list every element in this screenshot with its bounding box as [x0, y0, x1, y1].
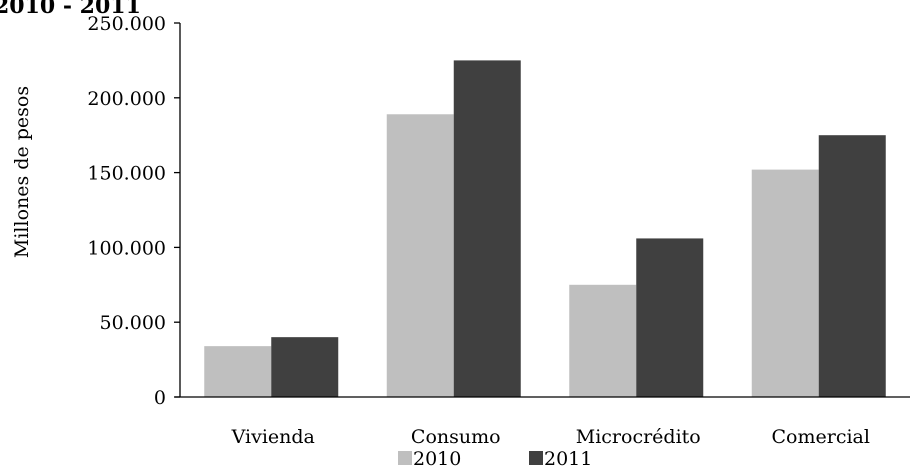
x-category-label: Consumo — [411, 426, 501, 448]
y-tick-label: 250.000 — [87, 13, 166, 35]
bar-vivienda-2010 — [204, 346, 272, 397]
y-tick-label: 150.000 — [87, 163, 166, 185]
y-tick-label: 50.000 — [100, 312, 166, 334]
y-axis-label: Millones de pesos — [11, 86, 33, 258]
bar-vivienda-2011 — [271, 337, 339, 397]
x-category-label: Microcrédito — [576, 426, 701, 448]
bar-consumo-2010 — [386, 114, 454, 398]
x-category-label: Vivienda — [231, 426, 315, 448]
x-axis-categories: Vivienda Consumo Microcrédito Comercial — [231, 426, 870, 448]
y-axis-ticks: 0 50.000 100.000 150.000 200.000 250.000 — [87, 13, 180, 409]
y-tick-label: 0 — [154, 387, 166, 409]
legend-label-2011: 2011 — [544, 448, 592, 466]
legend-label-2010: 2010 — [413, 448, 461, 466]
bar-microcredito-2010 — [569, 284, 637, 397]
bars — [204, 60, 886, 398]
y-tick-label: 200.000 — [87, 88, 166, 110]
bar-comercial-2011 — [818, 135, 886, 397]
bar-consumo-2011 — [453, 60, 521, 398]
x-category-label: Comercial — [772, 426, 870, 448]
legend-swatch-2011 — [529, 451, 543, 465]
legend-swatch-2010 — [398, 451, 412, 465]
bar-microcredito-2011 — [636, 238, 704, 397]
bar-comercial-2010 — [751, 169, 819, 397]
y-tick-label: 100.000 — [87, 237, 166, 259]
legend: 2010 2011 — [398, 448, 592, 466]
chart-title: 2010 - 2011 — [0, 0, 141, 19]
